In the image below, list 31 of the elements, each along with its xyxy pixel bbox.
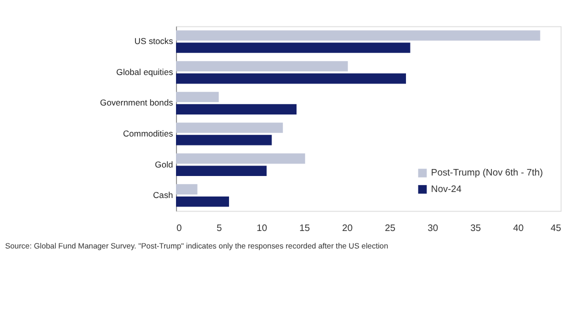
y-tick-label: Commodities xyxy=(122,128,174,138)
bar xyxy=(176,184,198,194)
bar xyxy=(176,61,348,72)
x-tick-label: 40 xyxy=(513,223,524,234)
y-tick-label: Gold xyxy=(154,159,174,170)
bar xyxy=(176,122,283,133)
x-tick-label: 20 xyxy=(342,223,353,234)
x-tick-label: 30 xyxy=(428,223,438,234)
x-tick-label: 45 xyxy=(550,223,562,234)
legend-label: Nov-24 xyxy=(431,184,462,195)
bar xyxy=(176,104,297,114)
y-tick-label: Cash xyxy=(152,190,174,200)
source-note: Source: Global Fund Manager Survey. "Post-Trump" indicates only the responses recorded after the US election xyxy=(5,242,388,251)
y-tick-label: US stocks xyxy=(134,36,174,46)
bar xyxy=(176,134,272,146)
bar xyxy=(176,30,540,41)
x-tick-label: 10 xyxy=(256,223,268,234)
x-tick-label: 5 xyxy=(216,223,222,234)
y-tick-label: Government bonds xyxy=(100,98,174,108)
legend-label: Post-Trump (Nov 6th - 7th) xyxy=(431,168,543,179)
x-tick-label: 0 xyxy=(176,223,182,234)
bar xyxy=(176,153,306,164)
bar xyxy=(176,196,230,207)
x-tick-label: 15 xyxy=(299,223,310,234)
y-tick-label: Global equities xyxy=(116,66,174,77)
x-tick-label: 35 xyxy=(470,223,481,234)
bar xyxy=(176,73,406,84)
bar xyxy=(176,92,219,102)
x-tick-label: 25 xyxy=(384,223,396,234)
bar xyxy=(176,42,410,53)
bar xyxy=(176,166,267,176)
